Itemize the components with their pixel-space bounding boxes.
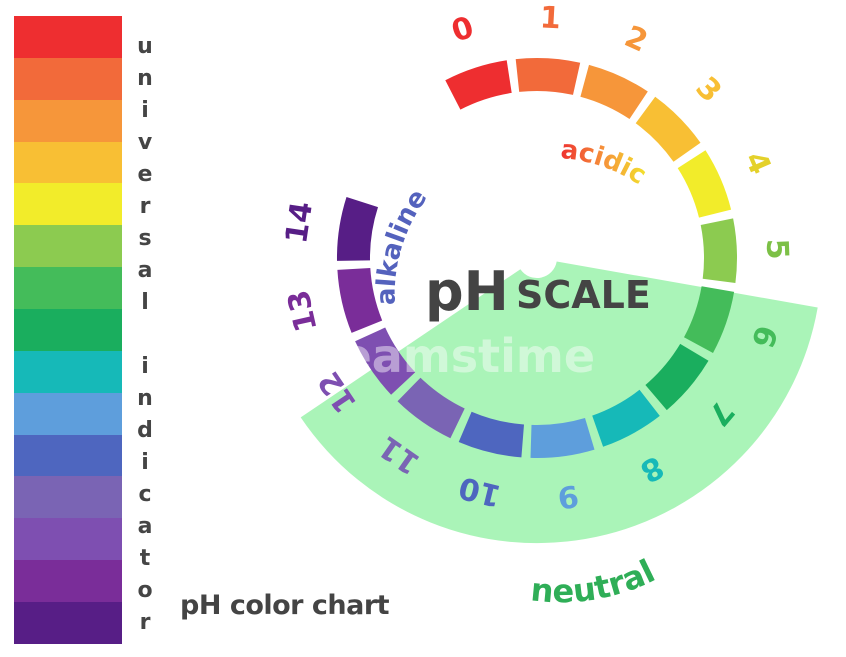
title-letter: r xyxy=(139,194,151,219)
ph-segment-1 xyxy=(515,57,581,95)
color-swatch-9 xyxy=(14,392,122,435)
ph-segment-2 xyxy=(580,64,648,119)
ph-number-9: 9 xyxy=(555,477,580,514)
title-letter: e xyxy=(137,162,153,187)
title-letter: r xyxy=(139,610,151,635)
ph-segment-10 xyxy=(458,411,524,458)
color-swatch-11 xyxy=(14,476,122,519)
title-letter: o xyxy=(137,578,153,603)
ph-number-0: 0 xyxy=(447,10,478,50)
color-swatch-4 xyxy=(14,183,122,226)
color-swatch-8 xyxy=(14,350,122,393)
ph-color-chart-label: pH color chart xyxy=(180,590,390,621)
ph-number-2: 2 xyxy=(619,19,652,59)
ph-segment-3 xyxy=(635,96,701,162)
title-letter: v xyxy=(137,130,153,155)
ph-segment-9 xyxy=(530,418,595,459)
acidic-label-path: acidic xyxy=(559,135,651,191)
ph-segment-6 xyxy=(684,286,735,353)
watermark-text: dreamstime xyxy=(285,329,595,383)
ph-segment-8 xyxy=(592,389,660,447)
ph-segment-0 xyxy=(445,60,512,110)
universal-indicator-color-bar xyxy=(14,16,122,644)
title-letter: a xyxy=(137,258,153,283)
ph-number-1: 1 xyxy=(539,0,562,36)
ph-number-3: 3 xyxy=(689,70,729,109)
color-swatch-10 xyxy=(14,434,122,477)
ph-segment-12 xyxy=(355,327,416,395)
color-swatch-3 xyxy=(14,141,122,184)
title-letter: i xyxy=(141,98,149,123)
neutral-label-path: neutral xyxy=(529,552,660,610)
ph-segment-4 xyxy=(677,150,732,218)
ph-title-text: pH xyxy=(425,260,509,323)
title-letter: n xyxy=(137,66,153,91)
title-letter: s xyxy=(138,226,152,251)
color-swatch-14 xyxy=(14,602,122,644)
ph-segment-5 xyxy=(700,218,738,283)
acidic-label: acidic xyxy=(559,135,651,191)
color-swatch-1 xyxy=(14,57,122,100)
title-letter: t xyxy=(139,546,151,571)
title-letter: u xyxy=(137,34,153,59)
title-letter: n xyxy=(137,386,153,411)
title-letter: i xyxy=(141,450,149,475)
ph-number-13: 13 xyxy=(281,287,324,335)
color-swatch-12 xyxy=(14,518,122,561)
title-letter: a xyxy=(137,514,153,539)
ph-segment-13 xyxy=(337,268,383,333)
ph-number-14: 14 xyxy=(279,199,320,245)
ph-segment-7 xyxy=(645,343,709,411)
color-swatch-13 xyxy=(14,560,122,603)
neutral-label: neutral xyxy=(529,552,660,610)
title-letter: c xyxy=(138,482,152,507)
ph-segment-11 xyxy=(397,377,465,439)
ph-number-5: 5 xyxy=(759,238,795,260)
color-swatch-6 xyxy=(14,267,122,310)
title-letter: l xyxy=(141,290,149,315)
color-swatch-7 xyxy=(14,309,122,351)
color-swatch-0 xyxy=(14,16,122,58)
scale-title-text: SCALE xyxy=(516,273,651,317)
color-swatch-2 xyxy=(14,99,122,142)
ph-number-4: 4 xyxy=(737,147,777,180)
title-letter: i xyxy=(141,354,149,379)
color-swatch-5 xyxy=(14,225,122,268)
ph-segment-14 xyxy=(336,197,378,261)
title-letter: d xyxy=(137,418,153,443)
